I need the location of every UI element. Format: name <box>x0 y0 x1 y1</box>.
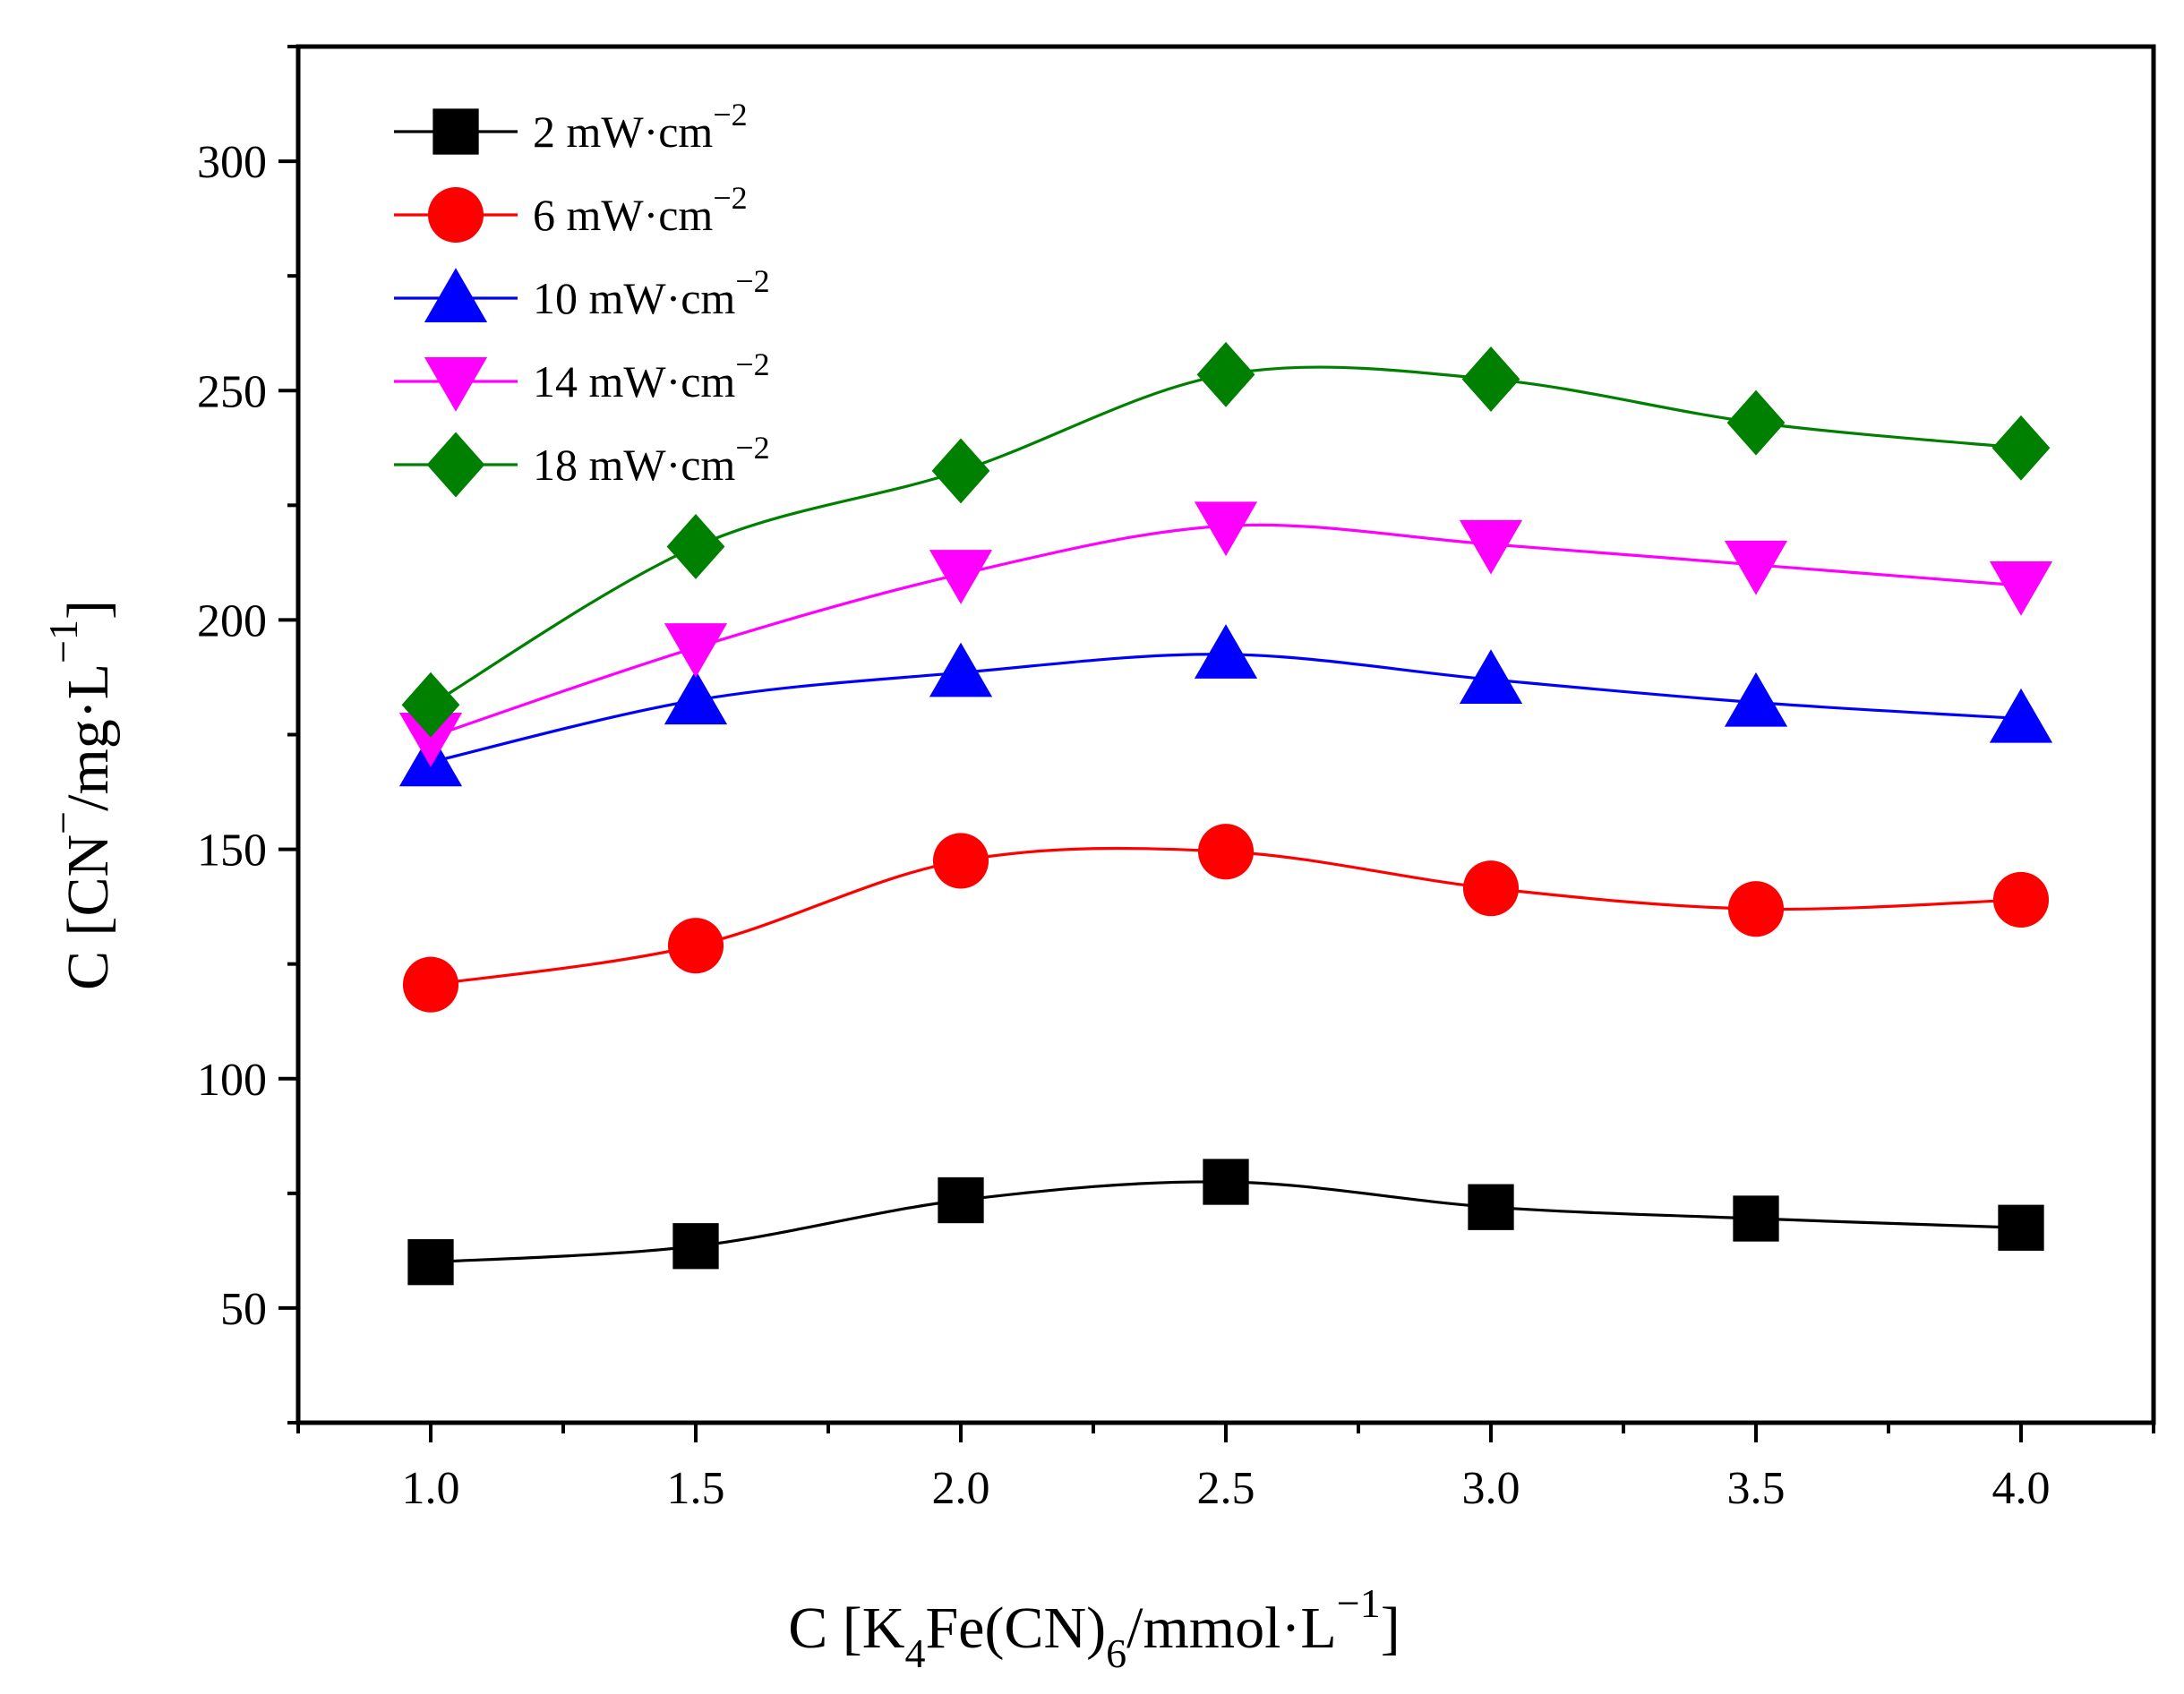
legend-label: 18 mW·cm−2 <box>533 430 770 490</box>
x-tick-label: 1.0 <box>402 1463 460 1514</box>
legend-label: 6 mW·cm−2 <box>533 180 748 240</box>
series-5 <box>401 341 2051 738</box>
legend-marker <box>433 108 479 155</box>
y-tick-label: 100 <box>197 1055 267 1106</box>
data-point <box>1197 824 1255 880</box>
x-tick-label: 3.0 <box>1462 1463 1520 1514</box>
data-point <box>1992 871 2050 928</box>
legend-item-5: 18 mW·cm−2 <box>394 430 770 498</box>
data-point <box>1998 1204 2044 1251</box>
series-2 <box>402 824 2050 1013</box>
legend-item-1: 2 mW·cm−2 <box>394 97 748 157</box>
legend-marker <box>427 186 484 244</box>
data-point <box>932 833 989 889</box>
data-point <box>1989 560 2053 616</box>
data-point <box>1724 672 1788 727</box>
x-tick-label: 1.5 <box>667 1463 725 1514</box>
data-point <box>401 672 460 738</box>
legend-label-sup: −2 <box>713 97 747 133</box>
y-tick-label: 300 <box>197 137 267 188</box>
data-point <box>666 513 725 579</box>
data-point <box>931 438 990 504</box>
data-point <box>1194 501 1258 557</box>
data-point <box>664 670 728 725</box>
data-point <box>938 1176 984 1224</box>
legend-label: 2 mW·cm−2 <box>533 97 748 157</box>
legend-marker <box>426 432 485 498</box>
data-point <box>929 550 993 604</box>
x-tick-label: 3.5 <box>1727 1463 1786 1514</box>
x-tick-label: 2.5 <box>1197 1463 1255 1514</box>
x-axis-title: C [K4Fe(CN)6/mmol·L−1] <box>788 1580 1400 1676</box>
data-point <box>1459 649 1523 705</box>
axes-layer: 1.0 1.5 2.0 2.5 3.0 3.5 4.0 50 100 150 200 250 300 <box>197 44 2156 1514</box>
y-tick-label: 200 <box>197 595 267 646</box>
data-point <box>1468 1184 1514 1230</box>
data-point <box>1461 346 1520 412</box>
legend-label-sup: −2 <box>735 346 769 382</box>
legend-label: 14 mW·cm−2 <box>533 346 770 406</box>
legend-marker <box>424 357 488 412</box>
legend-label-sup: −2 <box>735 430 769 466</box>
data-point <box>1196 341 1255 407</box>
y-tick-label: 50 <box>220 1284 267 1335</box>
legend-label-text: 6 mW·cm <box>533 190 713 240</box>
data-point <box>1733 1195 1779 1242</box>
data-point <box>667 918 724 974</box>
x-tick-label: 4.0 <box>1992 1463 2051 1514</box>
data-point <box>1724 540 1788 595</box>
data-point <box>664 623 728 678</box>
data-point <box>1459 519 1523 575</box>
data-point <box>1194 624 1258 679</box>
legend-label-text: 18 mW·cm <box>533 440 735 490</box>
data-point <box>1991 415 2051 481</box>
legend-label-text: 10 mW·cm <box>533 273 735 323</box>
data-point <box>407 1239 454 1286</box>
legend-marker <box>424 268 488 322</box>
legend-label: 10 mW·cm−2 <box>533 263 770 323</box>
data-point <box>1727 881 1785 937</box>
y-tick-label: 150 <box>197 826 267 877</box>
series-layer <box>398 341 2053 1286</box>
y-tick-label: 250 <box>197 366 267 417</box>
legend-item-2: 6 mW·cm−2 <box>394 180 748 244</box>
y-axis-title: C [CN−/mg·L−1] <box>40 600 121 990</box>
data-point <box>1462 860 1520 917</box>
legend-label-sup: −2 <box>713 180 747 216</box>
series-4 <box>398 501 2053 767</box>
data-point <box>929 642 993 697</box>
series-1 <box>407 1159 2044 1286</box>
data-point <box>402 956 459 1013</box>
data-point <box>1989 688 2053 743</box>
legend-label-sup: −2 <box>735 263 769 299</box>
data-point <box>1203 1159 1249 1205</box>
legend: 2 mW·cm−26 mW·cm−210 mW·cm−214 mW·cm−218… <box>394 97 770 498</box>
x-tick-label: 2.0 <box>932 1463 990 1514</box>
legend-item-4: 14 mW·cm−2 <box>394 346 770 412</box>
legend-item-3: 10 mW·cm−2 <box>394 263 770 323</box>
data-point <box>1726 389 1786 456</box>
legend-label-text: 14 mW·cm <box>533 356 735 406</box>
data-point <box>672 1223 719 1270</box>
data-point <box>398 713 463 767</box>
legend-label-text: 2 mW·cm <box>533 107 713 157</box>
series-3 <box>398 624 2053 787</box>
